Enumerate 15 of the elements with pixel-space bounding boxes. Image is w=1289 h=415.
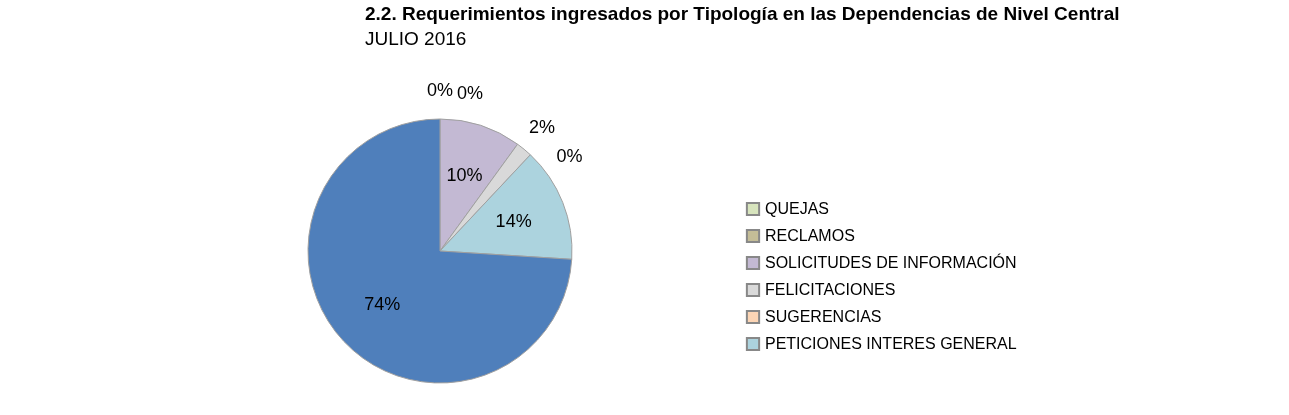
legend-label: SOLICITUDES DE INFORMACIÓN	[765, 253, 1017, 271]
legend-label: RECLAMOS	[765, 227, 855, 244]
chart-title: 2.2. Requerimientos ingresados por Tipología en las Dependencias de Nivel Central	[365, 3, 1120, 24]
text: 0%	[426, 80, 454, 100]
text: 0%	[556, 145, 583, 166]
legend-label: PETICIONES INTERES GENERAL	[765, 335, 1017, 352]
legend-label: FELICITACIONES	[765, 281, 896, 298]
legend-label: SUGERENCIAS	[765, 308, 882, 325]
legend-label: QUEJAS	[765, 200, 830, 217]
text: 0%	[456, 82, 483, 103]
data-label: 2%	[528, 116, 555, 137]
data-label: 14%	[495, 210, 532, 231]
data-label: 74%	[364, 294, 401, 315]
data-label: 10%	[446, 164, 483, 185]
chart-subtitle: JULIO 2016	[365, 28, 467, 49]
